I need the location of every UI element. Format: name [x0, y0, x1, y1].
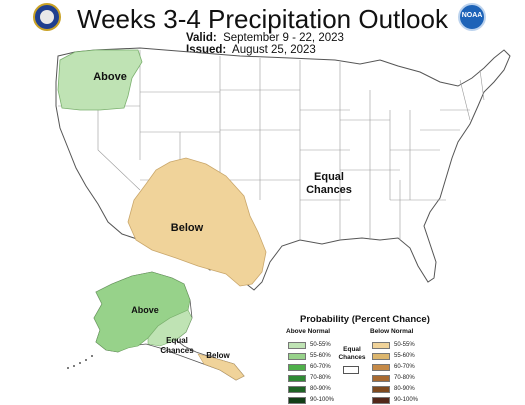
label-equal-alaska-line1: Equal: [166, 336, 188, 345]
label-above-pnw: Above: [93, 71, 127, 83]
legend-above-swatch: [288, 374, 306, 382]
below-region-alaska-panhandle: [197, 353, 245, 381]
legend-above-row: 90-100%: [288, 395, 334, 405]
legend-above-swatch: [288, 363, 306, 371]
aleutian-islands: [67, 355, 93, 369]
legend-above-swatch: [288, 396, 306, 404]
legend-above-row: 50-55%: [288, 340, 331, 350]
legend-equal-swatch: [343, 366, 359, 374]
legend-above-header: Above Normal: [286, 328, 331, 335]
legend-below-swatch: [372, 363, 390, 371]
below-region-southwest: [127, 157, 267, 287]
label-below-southwest: Below: [171, 222, 204, 234]
legend-below-row: 55-60%: [372, 351, 415, 361]
legend-equal-label: Equal Chances: [335, 346, 369, 362]
legend-below-swatch: [372, 352, 390, 360]
label-equal-alaska-line2: Chances: [160, 346, 194, 355]
legend-below-range: 60-70%: [394, 364, 415, 370]
legend-below-row: 70-80%: [372, 373, 415, 383]
legend-equal-line1: Equal: [343, 346, 361, 353]
legend-title: Probability (Percent Chance): [300, 314, 430, 325]
legend-below-row: 60-70%: [372, 362, 415, 372]
legend-above-range: 50-55%: [310, 342, 331, 348]
issued-value: August 25, 2023: [232, 44, 316, 56]
legend-above-range: 55-60%: [310, 353, 331, 359]
legend-above-row: 70-80%: [288, 373, 331, 383]
legend-equal-line2: Chances: [338, 354, 366, 361]
legend-below-swatch: [372, 385, 390, 393]
legend-below-range: 80-90%: [394, 386, 415, 392]
legend-above-row: 55-60%: [288, 351, 331, 361]
legend-below-range: 55-60%: [394, 353, 415, 359]
legend-below-row: 90-100%: [372, 395, 418, 405]
legend-below-swatch: [372, 374, 390, 382]
map-title: Weeks 3-4 Precipitation Outlook: [77, 4, 448, 34]
legend-below-range: 90-100%: [394, 397, 419, 403]
legend-below-range: 50-55%: [394, 342, 415, 348]
legend-below-row: 80-90%: [372, 384, 415, 394]
legend-below-range: 70-80%: [394, 375, 415, 381]
doc-seal-icon: [33, 3, 61, 31]
valid-label: Valid:: [186, 32, 217, 44]
label-equal-line1: Equal: [314, 171, 344, 183]
valid-value: September 9 - 22, 2023: [223, 32, 344, 44]
legend-above-swatch: [288, 352, 306, 360]
legend-above-swatch: [288, 385, 306, 393]
above-region-western-alaska: [93, 271, 191, 353]
legend-below-header: Below Normal: [370, 328, 414, 335]
legend-below-swatch: [372, 341, 390, 349]
legend-above-row: 60-70%: [288, 362, 331, 372]
legend-above-range: 70-80%: [310, 375, 331, 381]
label-below-alaska: Below: [206, 351, 230, 360]
valid-line: Valid: September 9 - 22, 2023: [186, 32, 344, 44]
above-region-pacific-northwest: [57, 49, 143, 111]
legend-below-swatch: [372, 396, 390, 404]
above-region-alaska-light: [147, 309, 193, 347]
legend-above-range: 90-100%: [310, 397, 335, 403]
noaa-logo-text: NOAA: [461, 12, 483, 19]
legend-above-row: 80-90%: [288, 384, 331, 394]
noaa-logo-icon: NOAA: [458, 3, 486, 31]
label-equal-line2: Chances: [306, 184, 352, 196]
label-above-alaska: Above: [131, 305, 159, 315]
legend-above-swatch: [288, 341, 306, 349]
legend-above-range: 60-70%: [310, 364, 331, 370]
legend-above-range: 80-90%: [310, 386, 331, 392]
legend-below-row: 50-55%: [372, 340, 415, 350]
